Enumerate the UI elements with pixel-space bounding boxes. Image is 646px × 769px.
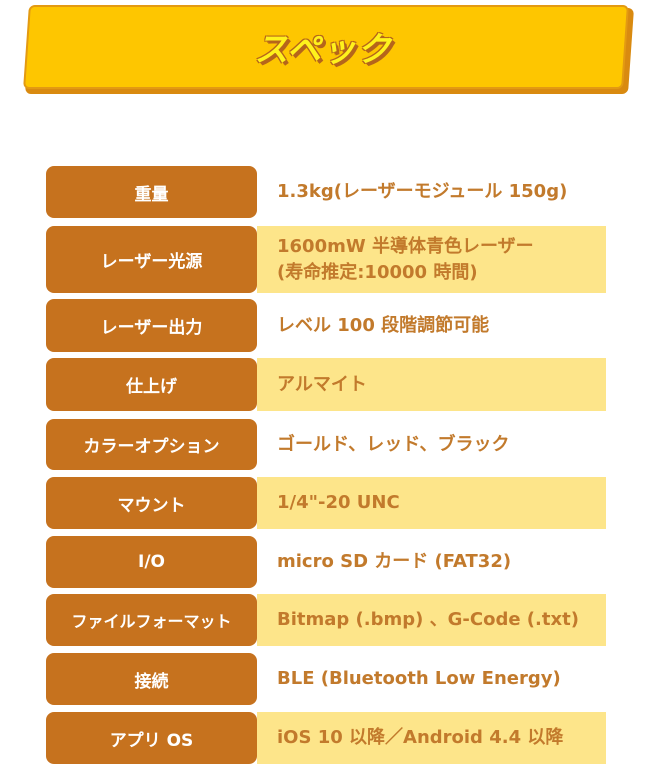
spec-value: 1/4"-20 UNC bbox=[257, 477, 606, 529]
spec-value: レベル 100 段階調節可能 bbox=[277, 314, 490, 336]
spec-label: レーザー出力 bbox=[46, 299, 257, 352]
spec-row-laser-output: レーザー出力 レベル 100 段階調節可能 bbox=[46, 299, 606, 352]
spec-row-laser-source: レーザー光源 1600mW 半導体青色レーザー (寿命推定:10000 時間) bbox=[46, 226, 606, 293]
spec-value: iOS 10 以降／Android 4.4 以降 bbox=[257, 712, 606, 764]
spec-row-connection: 接続 BLE (Bluetooth Low Energy) bbox=[46, 653, 606, 705]
spec-value: BLE (Bluetooth Low Energy) bbox=[277, 668, 561, 689]
spec-label: アプリ OS bbox=[46, 712, 257, 764]
spec-row-weight: 重量 1.3kg(レーザーモジュール 150g) bbox=[46, 166, 606, 218]
spec-label: 接続 bbox=[46, 653, 257, 705]
spec-label: ファイルフォーマット bbox=[46, 594, 257, 646]
spec-value: micro SD カード (FAT32) bbox=[277, 551, 512, 572]
spec-value-line1: 1600mW 半導体青色レーザー bbox=[277, 235, 534, 257]
spec-row-color-options: カラーオプション ゴールド、レッド、ブラック bbox=[46, 419, 606, 470]
spec-row-app-os: アプリ OS iOS 10 以降／Android 4.4 以降 bbox=[46, 712, 606, 764]
spec-label: 重量 bbox=[46, 166, 257, 218]
spec-row-finish: 仕上げ アルマイト bbox=[46, 358, 606, 411]
spec-row-file-format: ファイルフォーマット Bitmap (.bmp) 、G-Code (.txt) bbox=[46, 594, 606, 646]
spec-value: Bitmap (.bmp) 、G-Code (.txt) bbox=[257, 594, 606, 646]
spec-row-mount: マウント 1/4"-20 UNC bbox=[46, 477, 606, 529]
spec-label: レーザー光源 bbox=[46, 226, 257, 293]
spec-value: ゴールド、レッド、ブラック bbox=[277, 433, 510, 455]
spec-value: アルマイト bbox=[257, 358, 606, 411]
spec-value: 1600mW 半導体青色レーザー (寿命推定:10000 時間) bbox=[257, 226, 606, 293]
spec-row-io: I/O micro SD カード (FAT32) bbox=[46, 536, 606, 588]
spec-label: 仕上げ bbox=[46, 358, 257, 411]
spec-label: I/O bbox=[46, 536, 257, 588]
spec-value: 1.3kg(レーザーモジュール 150g) bbox=[277, 181, 568, 202]
spec-label: カラーオプション bbox=[46, 419, 257, 470]
spec-label: マウント bbox=[46, 477, 257, 529]
page-title: スペック bbox=[254, 30, 392, 70]
spec-value-line2: (寿命推定:10000 時間) bbox=[277, 261, 478, 283]
